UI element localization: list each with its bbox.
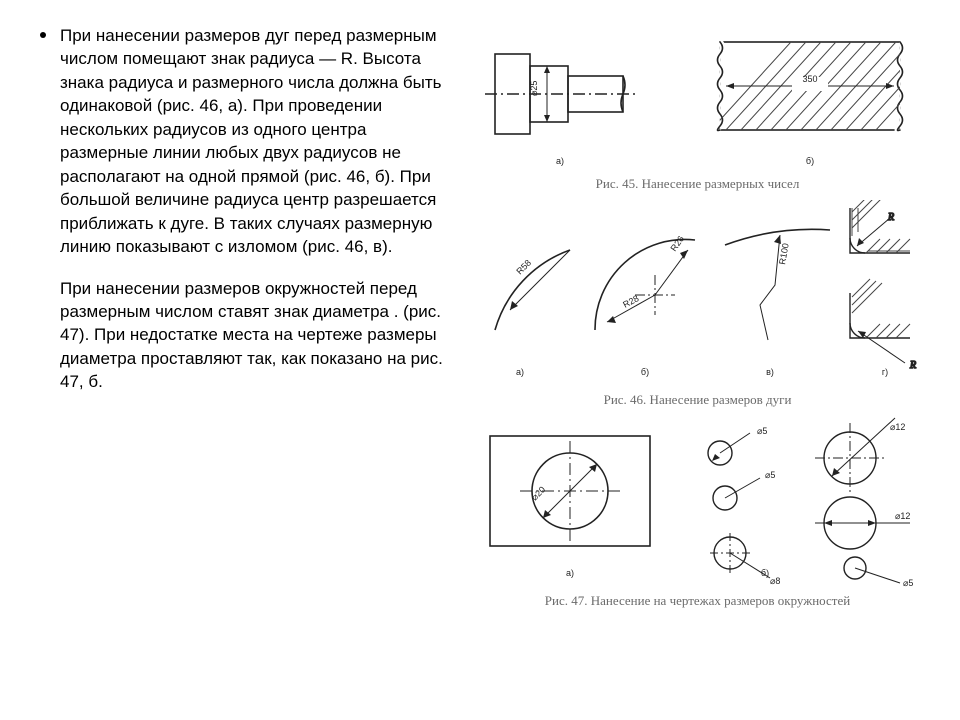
fig47-d12-2: ⌀12 bbox=[895, 511, 910, 521]
fig47-d5-1: ⌀5 bbox=[757, 426, 767, 436]
bullet-marker bbox=[40, 32, 46, 38]
fig46-caption: Рис. 46. Нанесение размеров дуги bbox=[465, 392, 930, 408]
fig45-label-b: б) bbox=[806, 156, 814, 166]
fig46-label-a: а) bbox=[516, 367, 524, 377]
figure-45: ⌀25 bbox=[465, 24, 930, 192]
fig46-svg: R58 R26 R28 bbox=[465, 200, 930, 390]
fig46-r26: R26 bbox=[668, 234, 686, 253]
page: При нанесении размеров дуг перед размерн… bbox=[0, 0, 960, 720]
figure-47: ⌀20 bbox=[465, 416, 930, 609]
fig45-dim-a: ⌀25 bbox=[529, 81, 539, 96]
fig47-d12-1: ⌀12 bbox=[890, 422, 905, 432]
text-column: При нанесении размеров дуг перед размерн… bbox=[40, 24, 465, 710]
fig46-r28: R28 bbox=[621, 293, 640, 310]
fig46-r-bot: R bbox=[909, 360, 916, 371]
fig46-label-v: в) bbox=[766, 367, 774, 377]
fig47-label-b: б) bbox=[761, 568, 769, 578]
fig45-svg: ⌀25 bbox=[465, 24, 930, 174]
paragraph-1: При нанесении размеров дуг перед размерн… bbox=[60, 24, 445, 259]
fig47-d5-2: ⌀5 bbox=[765, 470, 775, 480]
body-text: При нанесении размеров дуг перед размерн… bbox=[60, 24, 445, 412]
fig47-svg: ⌀20 bbox=[465, 416, 930, 591]
fig47-d8: ⌀8 bbox=[770, 576, 780, 586]
fig45-label-a: а) bbox=[556, 156, 564, 166]
figures-column: ⌀25 bbox=[465, 24, 930, 710]
fig46-r-top: R bbox=[887, 212, 894, 223]
fig46-label-b: б) bbox=[641, 367, 649, 377]
fig47-label-a: а) bbox=[566, 568, 574, 578]
fig46-label-g: г) bbox=[882, 367, 888, 377]
fig45-dim-b: 350 bbox=[802, 74, 817, 84]
fig47-d5-3: ⌀5 bbox=[903, 578, 913, 588]
figure-46: R58 R26 R28 bbox=[465, 200, 930, 408]
fig45-caption: Рис. 45. Нанесение размерных чисел bbox=[465, 176, 930, 192]
bullet-item: При нанесении размеров дуг перед размерн… bbox=[40, 24, 445, 412]
paragraph-2: При нанесении размеров окружностей перед… bbox=[60, 277, 445, 394]
fig47-caption: Рис. 47. Нанесение на чертежах размеров … bbox=[465, 593, 930, 609]
